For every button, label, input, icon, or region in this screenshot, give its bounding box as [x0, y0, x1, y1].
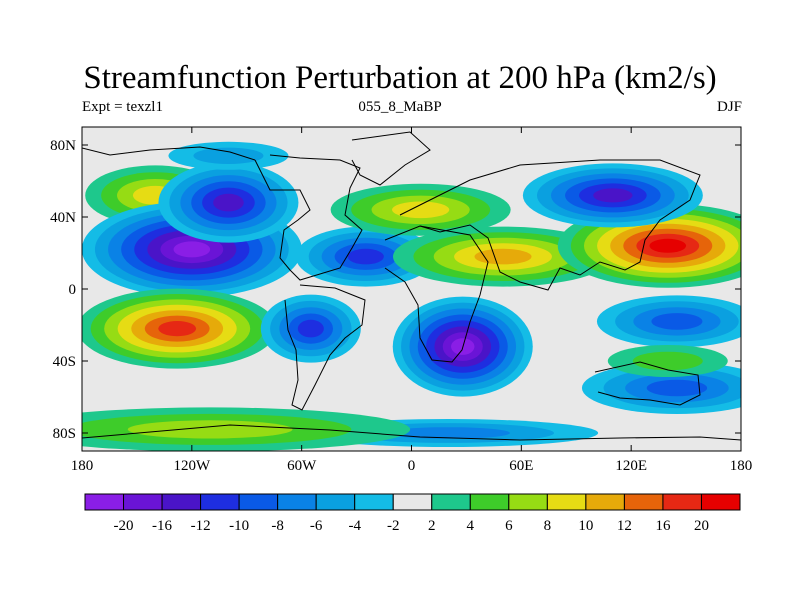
contour-band [173, 241, 211, 258]
anomaly-3 [82, 288, 278, 369]
anomaly-14 [82, 407, 411, 451]
coastline-arctic-islands [82, 146, 256, 161]
colorbar-swatch [392, 493, 433, 511]
colorbar-swatch [508, 493, 548, 511]
contour-band [474, 248, 532, 265]
anomaly-2 [158, 162, 299, 243]
colorbar-swatch [700, 493, 741, 511]
coastline-antarctica [82, 424, 741, 441]
contour-band [651, 313, 703, 330]
colorbar-label: 4 [467, 518, 475, 534]
colorbar-swatch [315, 493, 356, 511]
anomaly-10 [522, 163, 703, 228]
colorbar-swatch [662, 493, 702, 511]
y-tick-label: 80S [53, 426, 76, 442]
x-tick-label: 120W [173, 458, 211, 474]
colorbar-label: -2 [387, 518, 400, 534]
colorbar-label: -16 [152, 518, 172, 534]
colorbar-swatch [161, 493, 202, 511]
season-label: DJF [716, 99, 742, 115]
x-tick-label: 60W [287, 458, 317, 474]
coastline-australia [594, 361, 701, 406]
contour-band [127, 420, 293, 439]
colorbar-label: 12 [617, 518, 632, 534]
contour-band [297, 319, 324, 338]
colorbar-label: 8 [544, 518, 552, 534]
colorbar-label: -12 [191, 518, 211, 534]
x-tick-label: 60E [509, 458, 533, 474]
colorbar-swatch [469, 493, 510, 511]
contour-band [632, 351, 703, 371]
colorbar-label: 2 [428, 518, 436, 534]
colorbar-label: -4 [348, 518, 361, 534]
colorbar-label: 6 [505, 518, 513, 534]
anomaly-11 [596, 295, 741, 348]
x-tick-label: 0 [408, 458, 416, 474]
coastlines [82, 131, 741, 441]
anomaly-15 [607, 345, 728, 377]
colorbar-swatch [431, 493, 471, 511]
y-tick-label: 40N [50, 210, 76, 226]
colorbar-label: -20 [114, 518, 134, 534]
contour-band [646, 379, 708, 397]
coastline-africa [384, 225, 489, 363]
colorbar-label: -6 [310, 518, 323, 534]
colorbar-label: -8 [271, 518, 284, 534]
colorbar-swatch [84, 493, 125, 511]
anomaly-7 [330, 183, 511, 236]
coastline-eurasia [399, 159, 701, 291]
colorbar-swatch [585, 493, 625, 511]
colorbar-label: -10 [229, 518, 249, 534]
contour-band [593, 188, 633, 203]
anomaly-12 [581, 362, 741, 414]
colorbar-swatch [200, 493, 240, 511]
x-tick-label: 180 [730, 458, 753, 474]
colorbar: -20 -16 -12 -10 -8 -6 -4 -2 2 4 6 8 10 12 16 20 [84, 493, 741, 534]
y-tick-label: 0 [69, 282, 77, 298]
colorbar-swatch [238, 493, 279, 511]
contour-band [193, 147, 264, 164]
contour-band [158, 321, 197, 337]
contour-band [392, 201, 450, 219]
chart-title: Streamfunction Perturbation at 200 hPa (… [83, 60, 717, 96]
colorbar-label: 16 [655, 518, 671, 534]
x-tick-label: 180 [71, 458, 94, 474]
colorbar-swatch [546, 493, 587, 511]
y-tick-label: 80N [50, 138, 76, 154]
colorbar-swatch [277, 493, 317, 511]
coastline-greenland [351, 131, 431, 186]
anomaly-4 [260, 294, 361, 363]
contour-band [649, 238, 687, 253]
colorbar-swatch [623, 493, 664, 511]
experiment-label: Expt = texzl1 [82, 99, 163, 115]
field-layer [82, 141, 741, 451]
contour-band [386, 427, 510, 439]
axes: 180 120W 60W 0 60E 120E 180 80N 40N 0 40S 80S [50, 127, 752, 474]
colorbar-label: 20 [694, 518, 709, 534]
colorbar-label: 10 [578, 518, 593, 534]
coastline-south-america [284, 284, 366, 411]
case-label: 055_8_MaBP [358, 99, 442, 115]
contour-band [347, 248, 384, 265]
x-tick-label: 120E [615, 458, 647, 474]
anomaly-16 [168, 141, 289, 170]
colorbar-swatch [123, 493, 163, 511]
contour-band [213, 193, 244, 212]
coastline-north-america [254, 154, 363, 281]
y-tick-label: 40S [53, 354, 76, 370]
colorbar-swatch [354, 493, 394, 511]
